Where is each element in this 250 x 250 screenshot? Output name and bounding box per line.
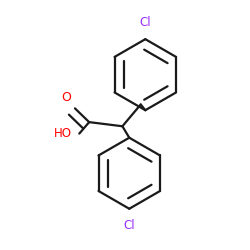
Text: Cl: Cl <box>124 219 135 232</box>
Text: O: O <box>61 91 71 104</box>
Text: Cl: Cl <box>140 16 151 29</box>
Text: HO: HO <box>54 127 72 140</box>
